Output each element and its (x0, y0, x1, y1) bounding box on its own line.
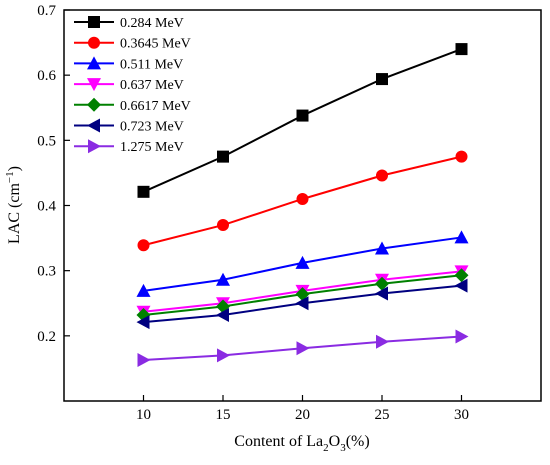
legend-item: 0.637 MeV (74, 78, 184, 93)
legend-label: 0.511 MeV (120, 57, 183, 72)
data-point (376, 73, 388, 86)
legend-marker (87, 97, 101, 112)
data-point (217, 348, 230, 363)
legend-item: 1.275 MeV (74, 139, 184, 155)
y-tick-label: 0.2 (37, 329, 56, 345)
data-point (216, 272, 230, 286)
legend-label: 0.637 MeV (120, 78, 184, 93)
x-axis-title: Content of La2O3(%) (234, 433, 369, 454)
legend: 0.284 MeV 0.3645 MeV 0.511 MeV 0.637 MeV 0.6… (74, 16, 191, 155)
x-tick-label: 30 (454, 407, 469, 423)
data-point (455, 329, 469, 344)
series-layer (136, 43, 469, 367)
data-point (375, 241, 389, 255)
data-point (136, 315, 150, 330)
legend-item: 0.6617 MeV (74, 97, 191, 114)
legend-item: 0.284 MeV (74, 16, 184, 31)
legend-marker (88, 16, 100, 28)
x-tick-label: 25 (375, 407, 390, 423)
legend-label: 0.3645 MeV (120, 37, 191, 52)
legend-marker (87, 78, 101, 92)
data-point (217, 150, 229, 163)
data-point (295, 296, 309, 311)
data-point (296, 192, 309, 205)
x-tick-label: 10 (136, 407, 151, 423)
legend-label: 0.284 MeV (120, 16, 184, 31)
series-group (136, 278, 468, 330)
y-tick-label: 0.3 (37, 264, 56, 280)
y-tick-label: 0.5 (37, 133, 56, 149)
legend-label: 1.275 MeV (120, 140, 184, 155)
legend-marker (87, 118, 100, 133)
legend-label: 0.723 MeV (120, 120, 184, 135)
data-point (137, 185, 150, 198)
data-point (217, 219, 229, 232)
x-tick-label: 20 (295, 407, 310, 423)
y-tick-label: 0.6 (37, 68, 56, 84)
legend-item: 0.511 MeV (74, 56, 183, 72)
y-tick-label: 0.4 (37, 199, 56, 215)
series-group (137, 43, 468, 198)
legend-marker (88, 36, 100, 49)
legend-item: 0.3645 MeV (74, 36, 191, 52)
legend-marker (88, 139, 101, 154)
data-point (296, 341, 310, 356)
data-point (295, 255, 310, 269)
legend-item: 0.723 MeV (74, 118, 184, 135)
data-point (216, 307, 229, 322)
data-point (376, 169, 388, 182)
axis-ticks: 10 15 20 25 30 0.2 0.3 0.4 0.5 0.6 0.7 (37, 3, 469, 423)
legend-marker (87, 56, 101, 70)
data-point (137, 352, 151, 367)
legend-label: 0.6617 MeV (120, 99, 191, 114)
data-point (375, 286, 388, 301)
data-point (454, 268, 469, 283)
data-point (375, 276, 389, 291)
data-point (455, 43, 468, 56)
data-point (454, 230, 469, 244)
x-tick-label: 15 (216, 407, 231, 423)
data-point (455, 150, 468, 163)
data-point (136, 283, 151, 297)
series-group (136, 230, 469, 297)
data-point (137, 239, 150, 252)
data-point (296, 109, 309, 122)
series-group (137, 150, 468, 252)
data-point (376, 334, 389, 349)
data-point (454, 278, 468, 293)
y-tick-label: 0.7 (37, 3, 56, 19)
y-axis-title: LAC (cm−1) (4, 166, 23, 244)
series-group (137, 329, 469, 367)
